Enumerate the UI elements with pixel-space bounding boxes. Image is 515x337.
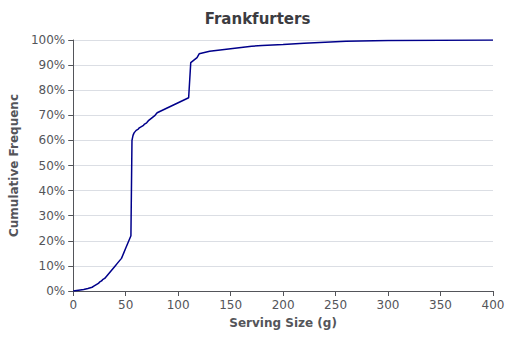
svg-text:50: 50: [118, 298, 133, 312]
svg-text:Cumulative Frequenc: Cumulative Frequenc: [7, 94, 21, 237]
svg-text:150: 150: [219, 298, 242, 312]
svg-text:90%: 90%: [39, 58, 66, 72]
svg-text:Frankfurters: Frankfurters: [205, 10, 311, 28]
svg-text:30%: 30%: [39, 209, 66, 223]
svg-text:0%: 0%: [46, 284, 65, 298]
svg-text:300: 300: [377, 298, 400, 312]
svg-text:10%: 10%: [39, 259, 66, 273]
svg-text:20%: 20%: [39, 234, 66, 248]
svg-text:Serving Size (g): Serving Size (g): [229, 316, 337, 330]
svg-text:350: 350: [429, 298, 452, 312]
svg-text:200: 200: [272, 298, 295, 312]
svg-text:80%: 80%: [39, 83, 66, 97]
svg-text:0: 0: [69, 298, 77, 312]
svg-text:100%: 100%: [31, 33, 65, 47]
svg-text:40%: 40%: [39, 184, 66, 198]
svg-text:400: 400: [482, 298, 505, 312]
svg-text:100: 100: [167, 298, 190, 312]
svg-text:70%: 70%: [39, 108, 66, 122]
svg-text:60%: 60%: [39, 133, 66, 147]
svg-text:50%: 50%: [39, 159, 66, 173]
svg-text:250: 250: [324, 298, 347, 312]
